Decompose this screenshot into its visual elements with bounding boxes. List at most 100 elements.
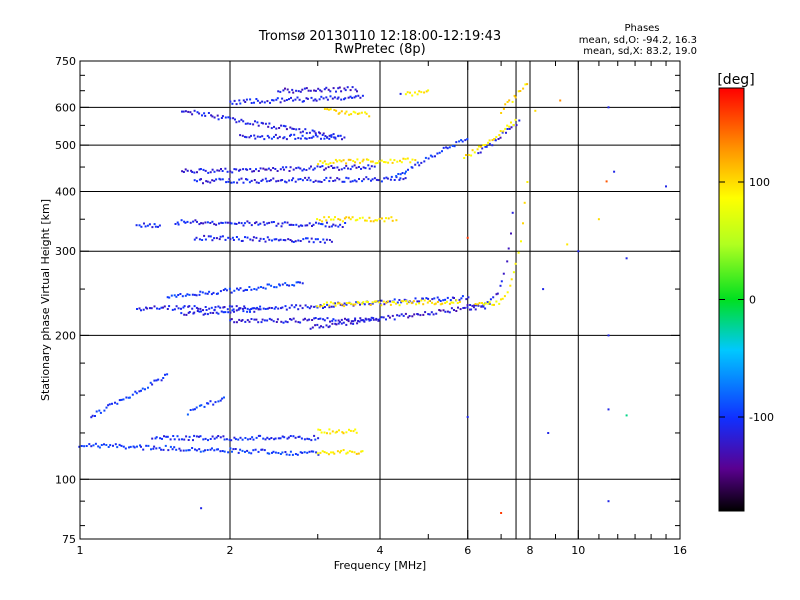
echo-point bbox=[263, 101, 266, 104]
echo-point bbox=[337, 319, 340, 322]
echo-point bbox=[352, 160, 355, 162]
echo-point bbox=[471, 304, 474, 307]
echo-point bbox=[211, 115, 214, 118]
echo-point bbox=[204, 292, 207, 295]
echo-point bbox=[182, 449, 185, 452]
echo-point bbox=[418, 300, 421, 303]
echo-point bbox=[191, 447, 194, 449]
echo-point bbox=[231, 450, 233, 453]
echo-point bbox=[248, 308, 251, 311]
y-tick-label: 300 bbox=[55, 245, 76, 258]
echo-point bbox=[328, 428, 331, 431]
echo-point bbox=[238, 178, 241, 181]
echo-point bbox=[288, 98, 290, 101]
echo-point bbox=[391, 314, 394, 317]
echo-point bbox=[506, 101, 509, 103]
echo-point bbox=[291, 88, 294, 91]
echo-point bbox=[385, 217, 387, 220]
echo-point bbox=[395, 175, 398, 177]
echo-point bbox=[128, 396, 131, 399]
echo-point bbox=[414, 163, 417, 166]
echo-point bbox=[155, 379, 158, 382]
echo-point bbox=[364, 317, 367, 320]
echo-point bbox=[313, 305, 316, 308]
echo-point bbox=[294, 453, 297, 455]
echo-point bbox=[238, 318, 241, 321]
echo-point bbox=[334, 216, 336, 219]
echo-point bbox=[254, 222, 256, 225]
echo-point bbox=[495, 300, 498, 303]
echo-point bbox=[175, 295, 178, 298]
echo-point bbox=[273, 135, 275, 138]
echo-point bbox=[303, 438, 306, 441]
echo-point bbox=[223, 306, 226, 308]
echo-point bbox=[183, 220, 186, 223]
echo-point bbox=[343, 98, 345, 101]
echo-point bbox=[481, 302, 483, 304]
echo-point bbox=[402, 178, 405, 181]
echo-point bbox=[105, 444, 108, 446]
echo-point bbox=[356, 300, 359, 303]
echo-point bbox=[345, 431, 348, 434]
echo-point bbox=[341, 180, 344, 183]
echo-point bbox=[266, 283, 269, 286]
echo-point bbox=[274, 451, 277, 454]
echo-point bbox=[295, 223, 298, 226]
echo-point bbox=[349, 89, 352, 92]
echo-point bbox=[328, 108, 330, 111]
echo-point bbox=[284, 320, 287, 323]
phases-heading: Phases bbox=[624, 23, 659, 34]
echo-point bbox=[285, 453, 288, 456]
echo-point bbox=[273, 286, 276, 289]
echo-point bbox=[297, 239, 300, 242]
echo-point bbox=[232, 448, 235, 451]
echo-point bbox=[257, 170, 260, 172]
echo-point bbox=[511, 100, 514, 103]
echo-point bbox=[235, 223, 238, 225]
echo-point bbox=[328, 304, 331, 307]
echo-point bbox=[396, 314, 399, 317]
echo-point bbox=[470, 308, 473, 311]
echo-point bbox=[484, 145, 487, 148]
echo-point bbox=[290, 304, 293, 307]
echo-point bbox=[170, 294, 173, 297]
echo-point bbox=[257, 286, 260, 289]
echo-point bbox=[245, 178, 247, 181]
echo-point bbox=[513, 94, 516, 97]
echo-point bbox=[340, 98, 343, 101]
echo-point bbox=[379, 303, 382, 306]
echo-point bbox=[270, 284, 273, 287]
echo-point bbox=[510, 126, 513, 129]
echo-point bbox=[444, 302, 447, 304]
echo-point bbox=[328, 137, 331, 140]
echo-point bbox=[298, 98, 301, 101]
echo-point bbox=[297, 321, 300, 324]
echo-point bbox=[265, 168, 268, 171]
echo-point bbox=[266, 436, 269, 439]
echo-point bbox=[356, 90, 358, 93]
echo-point bbox=[230, 181, 233, 184]
echo-point bbox=[375, 178, 378, 181]
echo-point bbox=[438, 298, 441, 301]
echo-point bbox=[161, 437, 163, 440]
echo-point bbox=[250, 134, 252, 137]
echo-point bbox=[340, 90, 343, 93]
echo-point bbox=[309, 327, 312, 330]
echo-point bbox=[301, 451, 304, 454]
echo-point bbox=[272, 177, 275, 180]
echo-point bbox=[308, 240, 311, 243]
echo-point bbox=[403, 298, 406, 301]
echo-point bbox=[423, 299, 426, 302]
echo-point bbox=[103, 409, 106, 412]
echo-point bbox=[374, 219, 377, 222]
echo-point bbox=[293, 306, 296, 309]
echo-point bbox=[474, 303, 477, 305]
echo-point bbox=[422, 313, 425, 316]
echo-point bbox=[395, 302, 398, 305]
echo-point bbox=[213, 116, 216, 119]
echo-point bbox=[288, 284, 291, 287]
echo-point bbox=[427, 313, 430, 316]
echo-point bbox=[191, 293, 194, 296]
echo-point bbox=[466, 304, 469, 307]
echo-point bbox=[385, 318, 387, 321]
